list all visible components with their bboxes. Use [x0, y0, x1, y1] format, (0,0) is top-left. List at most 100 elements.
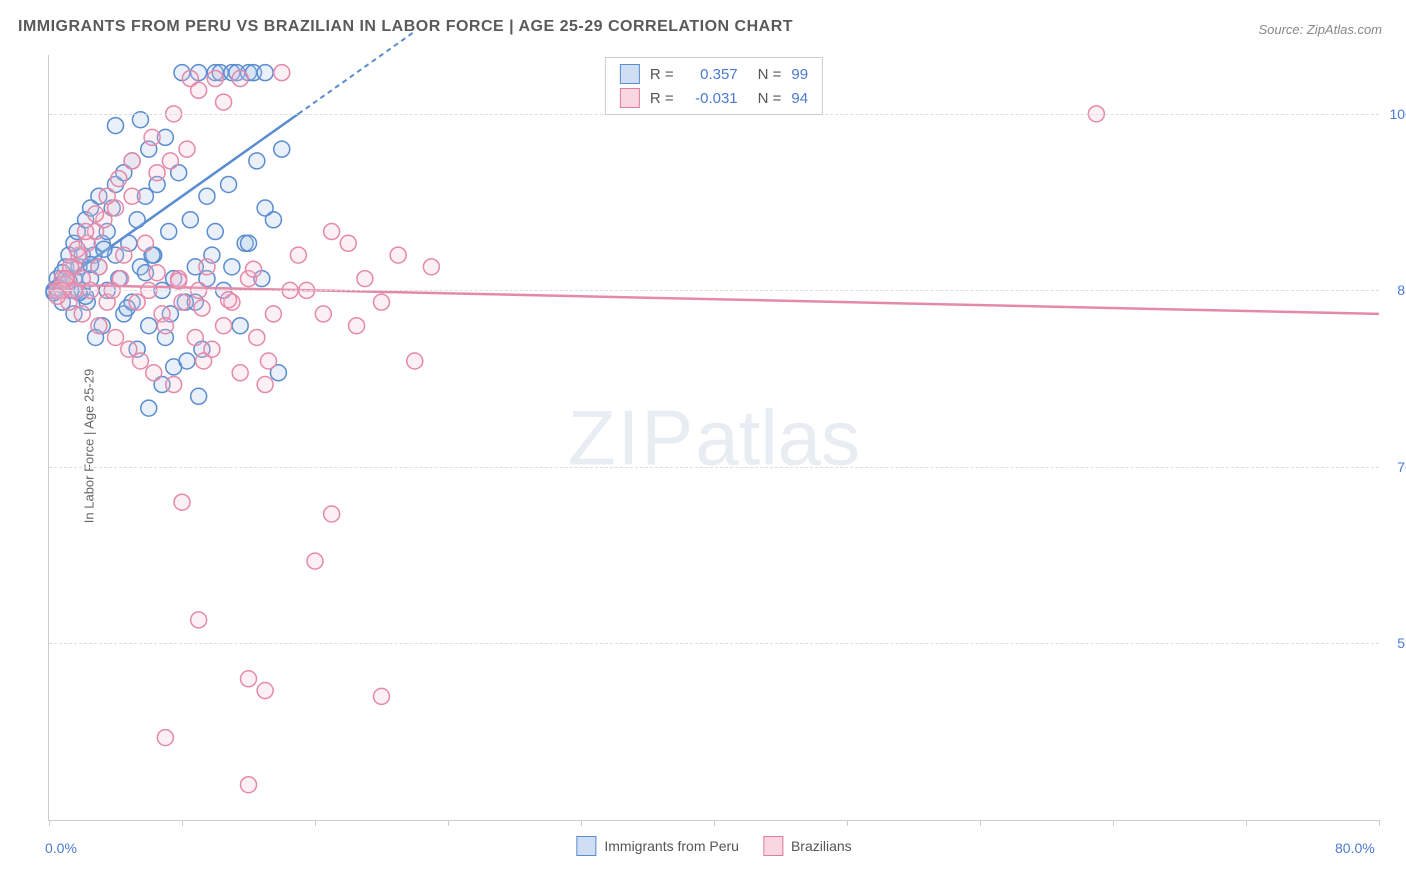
data-point [157, 730, 173, 746]
correlation-legend: R = 0.357 N = 99 R = -0.031 N = 94 [605, 57, 823, 115]
data-point [324, 224, 340, 240]
data-point [129, 212, 145, 228]
data-point [91, 259, 107, 275]
data-point [357, 271, 373, 287]
data-point [245, 261, 261, 277]
data-point [99, 188, 115, 204]
y-tick-label: 100.0% [1390, 106, 1406, 122]
data-point [260, 353, 276, 369]
data-point [423, 259, 439, 275]
data-point [249, 329, 265, 345]
data-point [340, 235, 356, 251]
data-point [174, 294, 190, 310]
data-point [149, 165, 165, 181]
legend-item: Immigrants from Peru [576, 836, 739, 856]
data-point [207, 224, 223, 240]
series-legend: Immigrants from Peru Brazilians [576, 836, 851, 856]
data-point [407, 353, 423, 369]
data-point [144, 129, 160, 145]
n-value: 99 [791, 66, 808, 83]
x-tick [1113, 820, 1114, 826]
y-tick-label: 55.0% [1397, 635, 1406, 651]
legend-label: Immigrants from Peru [604, 838, 739, 854]
data-point [232, 318, 248, 334]
y-tick-label: 85.0% [1397, 282, 1406, 298]
data-point [161, 224, 177, 240]
r-value: 0.357 [684, 66, 738, 83]
legend-swatch [620, 88, 640, 108]
data-point [199, 188, 215, 204]
data-point [182, 212, 198, 228]
data-point [88, 206, 104, 222]
data-point [221, 176, 237, 192]
data-point [179, 141, 195, 157]
gridline [49, 467, 1379, 468]
data-point [191, 82, 207, 98]
data-point [124, 188, 140, 204]
data-point [116, 247, 132, 263]
data-point [207, 71, 223, 87]
data-point [232, 365, 248, 381]
x-tick [1246, 820, 1247, 826]
n-label: N = [758, 66, 782, 83]
data-point [96, 241, 112, 257]
data-point [166, 377, 182, 393]
data-point [108, 118, 124, 134]
data-point [149, 265, 165, 281]
x-tick-label: 80.0% [1335, 840, 1375, 856]
data-point [324, 506, 340, 522]
gridline [49, 643, 1379, 644]
legend-swatch [763, 836, 783, 856]
data-point [179, 353, 195, 369]
data-point [191, 388, 207, 404]
x-tick [49, 820, 50, 826]
data-point [257, 200, 273, 216]
x-tick [1379, 820, 1380, 826]
data-point [241, 235, 257, 251]
data-point [224, 259, 240, 275]
source-attribution: Source: ZipAtlas.com [1258, 22, 1382, 37]
chart-svg [49, 55, 1379, 820]
r-value: -0.031 [684, 90, 738, 107]
data-point [374, 688, 390, 704]
data-point [78, 224, 94, 240]
data-point [162, 153, 178, 169]
data-point [137, 235, 153, 251]
r-label: R = [650, 90, 674, 107]
data-point [257, 683, 273, 699]
legend-item: Brazilians [763, 836, 852, 856]
data-point [274, 65, 290, 81]
x-tick [315, 820, 316, 826]
plot-area: ZIPatlas R =0.357N =99R =-0.031N =94 Imm… [48, 55, 1379, 821]
data-point [141, 400, 157, 416]
data-point [221, 292, 237, 308]
n-value: 94 [791, 90, 808, 107]
data-point [191, 612, 207, 628]
x-tick [847, 820, 848, 826]
data-point [232, 71, 248, 87]
data-point [265, 306, 281, 322]
data-point [204, 341, 220, 357]
data-point [124, 153, 140, 169]
legend-label: Brazilians [791, 838, 852, 854]
data-point [194, 300, 210, 316]
data-point [216, 94, 232, 110]
data-point [187, 329, 203, 345]
chart-title: IMMIGRANTS FROM PERU VS BRAZILIAN IN LAB… [18, 18, 793, 36]
data-point [141, 318, 157, 334]
regression-line [49, 285, 1379, 314]
x-tick-label: 0.0% [45, 840, 77, 856]
data-point [69, 241, 85, 257]
data-point [241, 671, 257, 687]
data-point [157, 318, 173, 334]
data-point [146, 365, 162, 381]
data-point [91, 318, 107, 334]
legend-row: R = -0.031 N = 94 [620, 86, 808, 110]
data-point [111, 171, 127, 187]
n-label: N = [758, 90, 782, 107]
data-point [241, 777, 257, 793]
x-tick [182, 820, 183, 826]
data-point [174, 494, 190, 510]
data-point [132, 353, 148, 369]
data-point [257, 65, 273, 81]
